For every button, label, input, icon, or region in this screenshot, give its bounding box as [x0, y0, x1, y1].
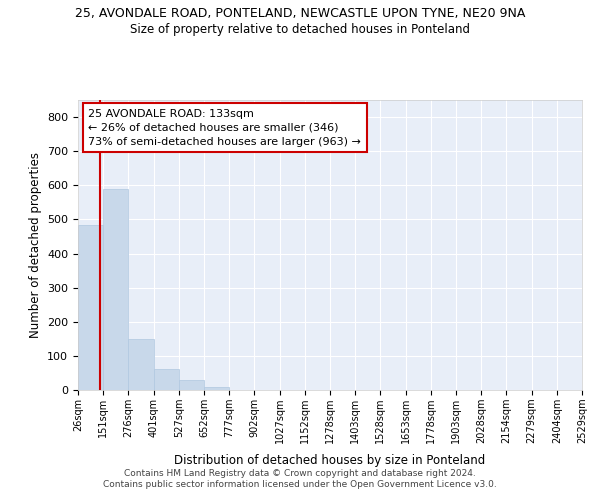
Text: 25, AVONDALE ROAD, PONTELAND, NEWCASTLE UPON TYNE, NE20 9NA: 25, AVONDALE ROAD, PONTELAND, NEWCASTLE …	[75, 8, 525, 20]
Bar	[103, 188, 128, 390]
Text: 25 AVONDALE ROAD: 133sqm
← 26% of detached houses are smaller (346)
73% of semi-: 25 AVONDALE ROAD: 133sqm ← 26% of detach…	[88, 108, 361, 146]
Bar	[128, 339, 154, 390]
Bar	[179, 380, 204, 390]
Bar	[154, 369, 179, 390]
Text: Contains HM Land Registry data © Crown copyright and database right 2024.: Contains HM Land Registry data © Crown c…	[124, 468, 476, 477]
Y-axis label: Number of detached properties: Number of detached properties	[29, 152, 41, 338]
Bar	[204, 386, 229, 390]
Bar	[78, 224, 103, 390]
X-axis label: Distribution of detached houses by size in Ponteland: Distribution of detached houses by size …	[175, 454, 485, 468]
Text: Size of property relative to detached houses in Ponteland: Size of property relative to detached ho…	[130, 22, 470, 36]
Text: Contains public sector information licensed under the Open Government Licence v3: Contains public sector information licen…	[103, 480, 497, 489]
